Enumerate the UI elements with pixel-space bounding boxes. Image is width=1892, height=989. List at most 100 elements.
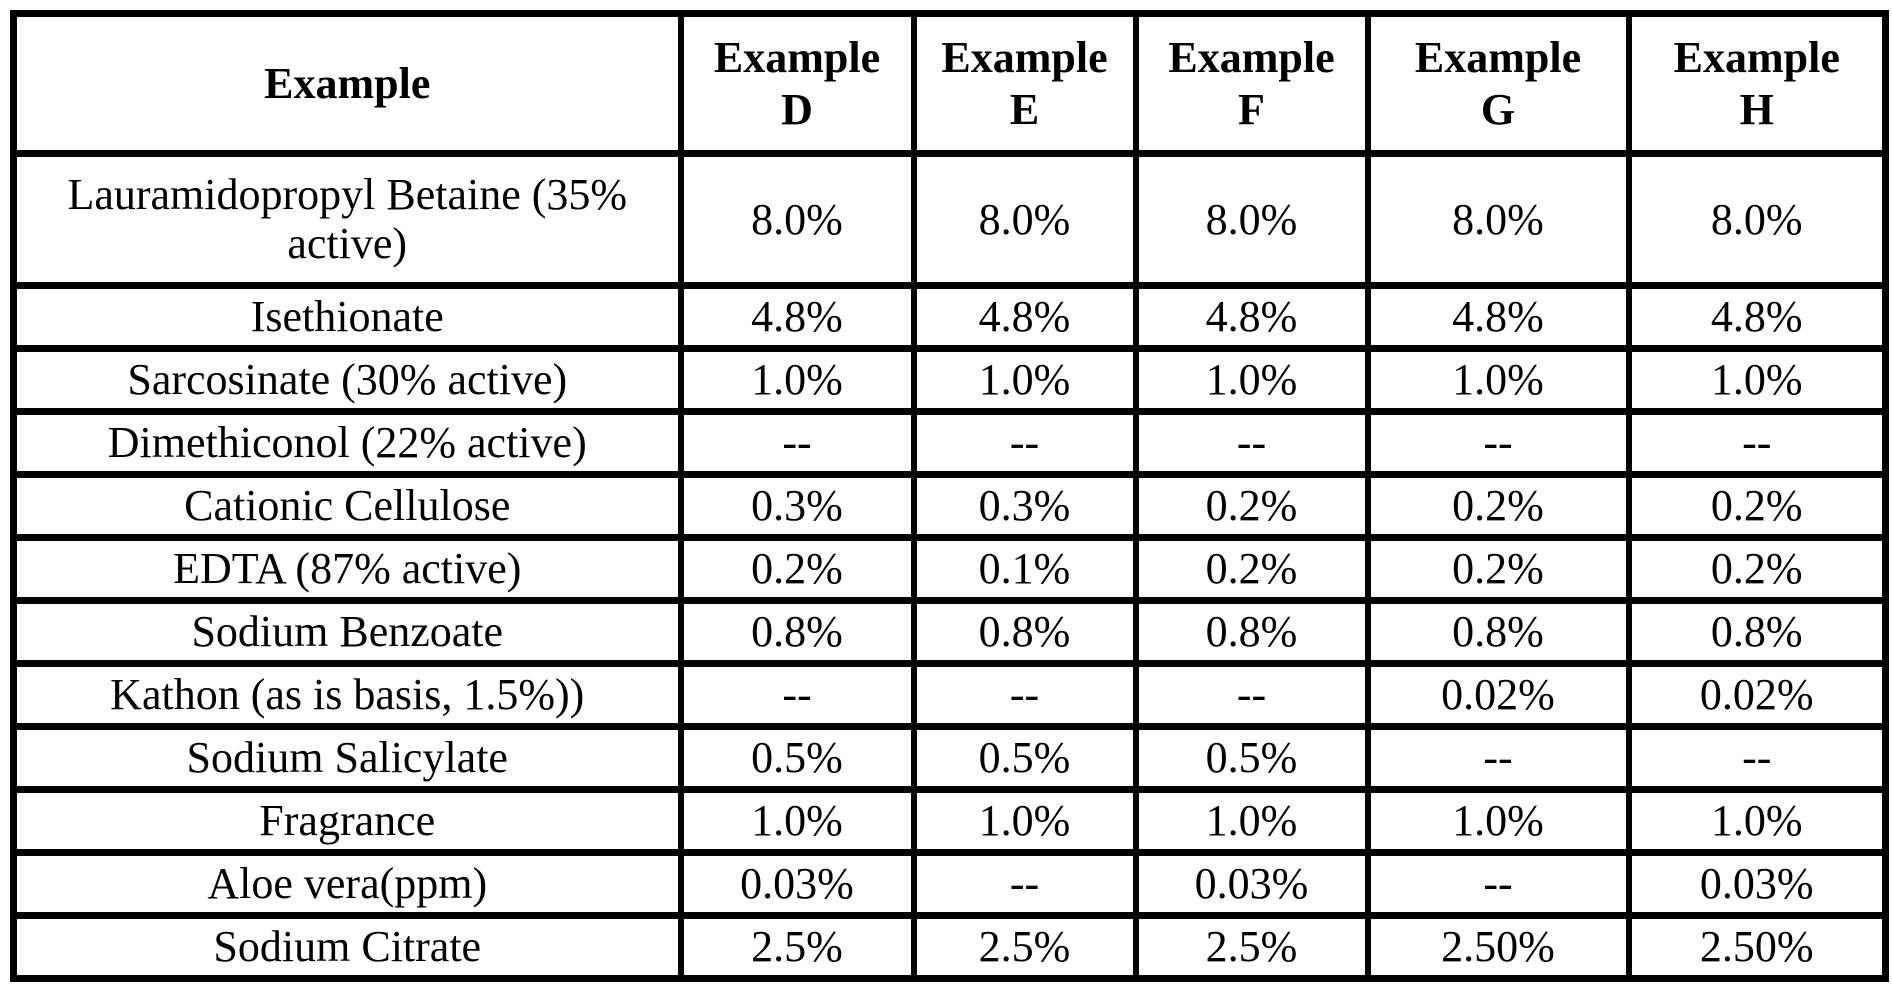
value-cell: 1.0% <box>1364 345 1632 415</box>
value-cell: 0.2% <box>1132 534 1371 604</box>
header-line-2: E <box>1009 84 1040 134</box>
header-line-1: Example <box>1673 32 1840 82</box>
ingredient-label: Sodium Citrate <box>10 912 684 982</box>
value-cell: 2.50% <box>1625 912 1889 982</box>
value-cell: 0.2% <box>1625 471 1889 541</box>
header-line-1: Example <box>713 32 881 82</box>
value-cell: 4.8% <box>1364 282 1632 352</box>
ingredient-row: Fragrance 1.0% 1.0% 1.0% 1.0% 1.0% <box>10 786 1889 856</box>
column-header-example-h: Example H <box>1625 10 1889 157</box>
ingredient-label: Dimethiconol (22% active) <box>10 408 684 478</box>
ingredient-row: Sodium Benzoate 0.8% 0.8% 0.8% 0.8% 0.8% <box>10 597 1889 667</box>
value-cell: -- <box>1364 723 1632 793</box>
value-cell: 0.8% <box>910 597 1139 667</box>
header-line-2: D <box>781 84 813 134</box>
value-cell: 0.2% <box>1364 471 1632 541</box>
header-line-1: Example <box>1414 32 1582 82</box>
value-cell: 0.5% <box>910 723 1139 793</box>
value-cell: -- <box>1364 408 1632 478</box>
value-cell: 0.8% <box>1132 597 1371 667</box>
value-cell: 0.8% <box>1625 597 1889 667</box>
value-cell: 4.8% <box>677 282 917 352</box>
value-cell: 0.02% <box>1364 660 1632 730</box>
ingredient-label: Fragrance <box>10 786 684 856</box>
value-cell: 0.5% <box>1132 723 1371 793</box>
value-cell: 0.2% <box>1625 534 1889 604</box>
ingredient-row: Sarcosinate (30% active) 1.0% 1.0% 1.0% 1.0%… <box>10 345 1889 415</box>
value-cell: -- <box>1625 723 1889 793</box>
ingredient-row: Sodium Citrate 2.5% 2.5% 2.5% 2.50% 2.50% <box>10 912 1889 982</box>
value-cell: 1.0% <box>677 786 917 856</box>
value-cell: -- <box>910 408 1139 478</box>
ingredient-row: EDTA (87% active) 0.2% 0.1% 0.2% 0.2% 0.2% <box>10 534 1889 604</box>
value-cell: 1.0% <box>1364 786 1632 856</box>
value-cell: 1.0% <box>1625 345 1889 415</box>
value-cell: 0.03% <box>1625 849 1889 919</box>
value-cell: 0.2% <box>1132 471 1371 541</box>
ingredient-label: Sodium Benzoate <box>10 597 684 667</box>
value-cell: 1.0% <box>677 345 917 415</box>
column-header-example-e: Example E <box>910 10 1139 157</box>
column-header-example: Example <box>10 10 684 157</box>
value-cell: 0.2% <box>677 534 917 604</box>
ingredient-row: Lauramidopropyl Betaine (35% active) 8.0%… <box>10 150 1889 289</box>
column-header-example-f: Example F <box>1132 10 1371 157</box>
value-cell: 0.5% <box>677 723 917 793</box>
value-cell: 0.1% <box>910 534 1139 604</box>
ingredient-label: Kathon (as is basis, 1.5%)) <box>10 660 684 730</box>
header-line-1: Example <box>941 32 1108 82</box>
value-cell: 0.3% <box>910 471 1139 541</box>
ingredient-label: Lauramidopropyl Betaine (35% active) <box>10 150 684 289</box>
value-cell: -- <box>910 849 1139 919</box>
formulation-table: Example Example D Example E Example F Ex… <box>10 10 1889 982</box>
value-cell: 4.8% <box>910 282 1139 352</box>
value-cell: -- <box>1625 408 1889 478</box>
value-cell: 0.2% <box>1364 534 1632 604</box>
ingredient-label: Aloe vera(ppm) <box>10 849 684 919</box>
column-header-example-g: Example G <box>1364 10 1632 157</box>
header-line-1: Example <box>1168 32 1335 82</box>
value-cell: 0.8% <box>677 597 917 667</box>
value-cell: 2.50% <box>1364 912 1632 982</box>
value-cell: 1.0% <box>1132 345 1371 415</box>
value-cell: 1.0% <box>910 345 1139 415</box>
column-header-example-d: Example D <box>677 10 917 157</box>
value-cell: -- <box>1364 849 1632 919</box>
ingredient-label: Cationic Cellulose <box>10 471 684 541</box>
ingredient-row: Sodium Salicylate 0.5% 0.5% 0.5% -- -- <box>10 723 1889 793</box>
ingredient-label: Sarcosinate (30% active) <box>10 345 684 415</box>
value-cell: 2.5% <box>1132 912 1371 982</box>
value-cell: 0.8% <box>1364 597 1632 667</box>
value-cell: 2.5% <box>677 912 917 982</box>
value-cell: 4.8% <box>1132 282 1371 352</box>
value-cell: 8.0% <box>1364 150 1632 289</box>
value-cell: -- <box>1132 660 1371 730</box>
value-cell: 4.8% <box>1625 282 1889 352</box>
ingredient-row: Cationic Cellulose 0.3% 0.3% 0.2% 0.2% 0.2% <box>10 471 1889 541</box>
header-line-2: G <box>1480 84 1516 134</box>
header-line-2: F <box>1238 84 1265 134</box>
ingredient-row: Kathon (as is basis, 1.5%)) -- -- -- 0.02% 0.… <box>10 660 1889 730</box>
header-line-2: H <box>1739 84 1774 134</box>
value-cell: 1.0% <box>1625 786 1889 856</box>
value-cell: 0.03% <box>677 849 917 919</box>
table-body: Lauramidopropyl Betaine (35% active) 8.0%… <box>10 150 1889 982</box>
value-cell: -- <box>910 660 1139 730</box>
value-cell: 8.0% <box>1625 150 1889 289</box>
value-cell: 8.0% <box>677 150 917 289</box>
ingredient-label: Sodium Salicylate <box>10 723 684 793</box>
ingredient-label: Isethionate <box>10 282 684 352</box>
value-cell: 0.03% <box>1132 849 1371 919</box>
ingredient-row: Aloe vera(ppm) 0.03% -- 0.03% -- 0.03% <box>10 849 1889 919</box>
value-cell: 1.0% <box>1132 786 1371 856</box>
header-line-1: Example <box>264 58 431 108</box>
value-cell: 0.3% <box>677 471 917 541</box>
ingredient-row: Isethionate 4.8% 4.8% 4.8% 4.8% 4.8% <box>10 282 1889 352</box>
ingredient-row: Dimethiconol (22% active) -- -- -- -- -- <box>10 408 1889 478</box>
header-row: Example Example D Example E Example F Ex… <box>10 10 1889 157</box>
value-cell: -- <box>1132 408 1371 478</box>
value-cell: 2.5% <box>910 912 1139 982</box>
value-cell: 8.0% <box>910 150 1139 289</box>
value-cell: 0.02% <box>1625 660 1889 730</box>
